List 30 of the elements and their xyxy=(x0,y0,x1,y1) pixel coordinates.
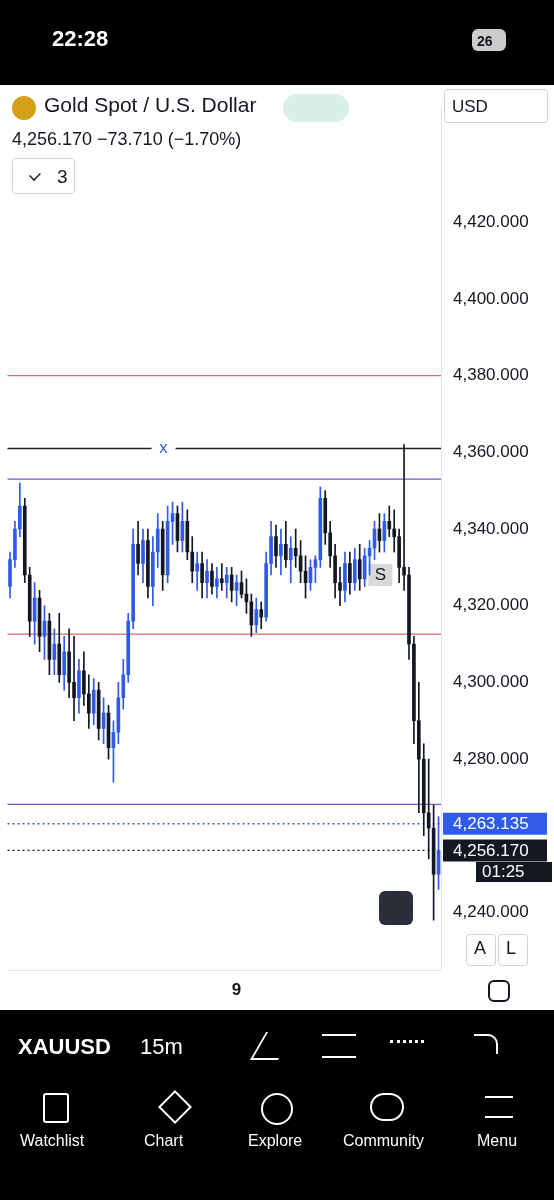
y-tick-label: 4,420.000 xyxy=(453,211,529,231)
text: Explore xyxy=(248,1132,303,1150)
text: A xyxy=(474,938,487,959)
y-tick-label: 4,360.000 xyxy=(453,442,529,462)
annotation: 3 xyxy=(57,166,68,188)
y-tick-label: 4,280.000 xyxy=(453,748,529,768)
text: Watchlist xyxy=(20,1132,85,1150)
text: 15m xyxy=(140,1034,183,1060)
text: XAUUSD xyxy=(18,1034,111,1060)
annotation: S xyxy=(374,564,386,584)
text: 26 xyxy=(477,33,493,49)
y-tick-label: 4,320.000 xyxy=(453,595,529,615)
ref-line-label: 4,263.135 xyxy=(453,814,529,834)
ref-line-label: 4,256.170 xyxy=(453,841,529,861)
annotation: x xyxy=(159,438,169,458)
y-tick-label: 4,340.000 xyxy=(453,518,529,538)
x-tick-label: 9 xyxy=(231,979,242,999)
y-tick-label: 4,380.000 xyxy=(453,365,529,385)
y-tick-label: 4,240.000 xyxy=(453,902,529,922)
y-tick-label: 4,400.000 xyxy=(453,288,529,308)
text: Community xyxy=(343,1132,424,1150)
text: L xyxy=(506,938,517,959)
text: USD xyxy=(452,97,488,117)
text: Chart xyxy=(144,1132,184,1150)
text: 4,256.170 −73.710 (−1.70%) xyxy=(12,129,242,150)
text: Menu xyxy=(477,1132,518,1150)
chart-title: Gold Spot / U.S. Dollar xyxy=(44,93,257,117)
text: 01:25 xyxy=(476,862,552,882)
y-tick-label: 4,300.000 xyxy=(453,672,529,692)
text: 22:28 xyxy=(52,26,109,52)
